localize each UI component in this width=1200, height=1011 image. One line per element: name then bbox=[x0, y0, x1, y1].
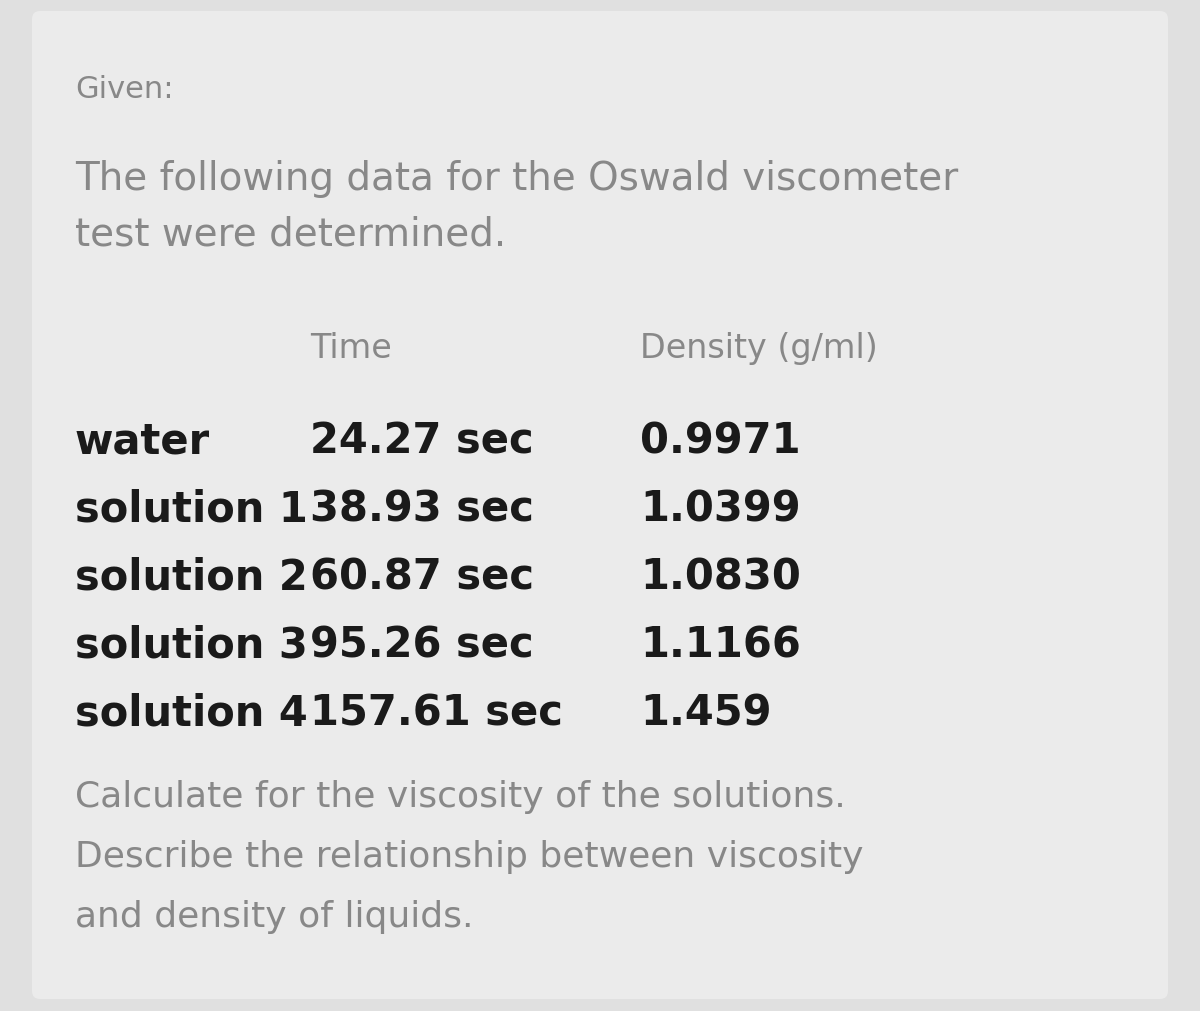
Text: test were determined.: test were determined. bbox=[74, 214, 506, 253]
Text: solution 4: solution 4 bbox=[74, 692, 307, 733]
Text: Given:: Given: bbox=[74, 75, 174, 104]
Text: water: water bbox=[74, 420, 210, 462]
Text: 60.87 sec: 60.87 sec bbox=[310, 555, 534, 598]
Text: 1.459: 1.459 bbox=[640, 692, 772, 733]
Text: Calculate for the viscosity of the solutions.: Calculate for the viscosity of the solut… bbox=[74, 779, 846, 813]
Text: 38.93 sec: 38.93 sec bbox=[310, 487, 534, 530]
Text: 1.0399: 1.0399 bbox=[640, 487, 800, 530]
Text: 157.61 sec: 157.61 sec bbox=[310, 692, 563, 733]
Text: solution 3: solution 3 bbox=[74, 624, 308, 665]
Text: 1.1166: 1.1166 bbox=[640, 624, 800, 665]
Text: Density (g/ml): Density (g/ml) bbox=[640, 332, 877, 365]
Text: 95.26 sec: 95.26 sec bbox=[310, 624, 534, 665]
Text: 1.0830: 1.0830 bbox=[640, 555, 800, 598]
Text: and density of liquids.: and density of liquids. bbox=[74, 899, 474, 933]
Text: Describe the relationship between viscosity: Describe the relationship between viscos… bbox=[74, 839, 864, 874]
Text: The following data for the Oswald viscometer: The following data for the Oswald viscom… bbox=[74, 160, 959, 198]
Text: 0.9971: 0.9971 bbox=[640, 420, 800, 462]
Text: Time: Time bbox=[310, 332, 391, 365]
Text: solution 2: solution 2 bbox=[74, 555, 307, 598]
Text: 24.27 sec: 24.27 sec bbox=[310, 420, 534, 462]
Text: solution 1: solution 1 bbox=[74, 487, 308, 530]
FancyBboxPatch shape bbox=[32, 12, 1168, 999]
